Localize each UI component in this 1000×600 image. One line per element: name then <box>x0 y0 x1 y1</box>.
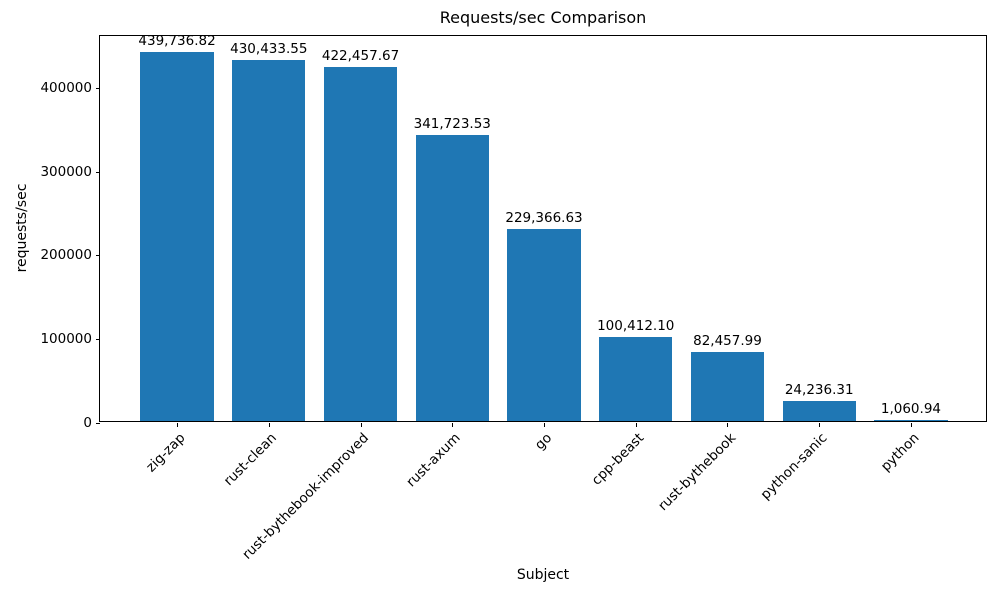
x-axis-label: Subject <box>516 567 570 583</box>
bar <box>415 134 489 421</box>
y-tick <box>96 87 100 89</box>
y-tick <box>96 255 100 257</box>
y-tick-label: 200000 <box>40 247 92 264</box>
x-tick <box>452 423 454 427</box>
bar-value-label: 341,723.53 <box>413 115 491 132</box>
bar-value-label: 1,060.94 <box>880 401 941 418</box>
x-tick <box>819 423 821 427</box>
y-tick-label: 400000 <box>40 79 92 96</box>
y-tick-label: 0 <box>83 415 92 431</box>
bar <box>690 351 765 421</box>
x-tick <box>360 423 362 427</box>
x-tick-label-text: python-sanic <box>757 430 831 503</box>
x-tick <box>727 423 729 427</box>
y-tick <box>96 423 100 424</box>
x-tick-label-text: go <box>532 430 556 454</box>
bar <box>874 420 948 421</box>
bar-value-label: 24,236.31 <box>784 381 854 398</box>
x-tick-label-text: rust-axum <box>403 430 464 491</box>
x-tick <box>268 423 270 427</box>
y-tick-label: 100000 <box>40 331 92 348</box>
bar <box>782 400 856 421</box>
bar-value-label: 82,457.99 <box>693 332 762 349</box>
x-tick <box>635 423 637 427</box>
x-tick-label-text: rust-bythebook <box>654 430 739 515</box>
bar <box>232 60 306 421</box>
bar-value-label: 439,736.82 <box>138 33 216 50</box>
bar-value-label: 229,366.63 <box>505 209 583 226</box>
x-tick-label-text: rust-clean <box>220 430 281 490</box>
x-tick <box>177 423 179 427</box>
x-tick <box>544 423 545 427</box>
x-tick-label-text: python <box>877 430 923 475</box>
y-tick <box>96 171 100 173</box>
x-tick <box>910 423 912 427</box>
y-tick-label: 300000 <box>40 163 92 180</box>
bar <box>599 336 673 421</box>
bar-value-label: 430,433.55 <box>230 41 308 58</box>
x-tick-label-text: zig-zap <box>142 430 189 476</box>
bar <box>323 66 398 421</box>
bar-value-label: 100,412.10 <box>597 317 675 334</box>
y-axis-label: requests/sec <box>14 183 30 273</box>
y-tick <box>96 339 100 341</box>
chart-title: Requests/sec Comparison <box>439 8 647 27</box>
bar <box>140 52 214 421</box>
bar <box>507 228 581 421</box>
plot-area: 439,736.82 zig-zap 430,433.55 rust-clean 422… <box>40 33 987 563</box>
x-tick-label-text: cpp-beast <box>588 430 648 489</box>
bar-value-label: 422,457.67 <box>321 47 400 64</box>
